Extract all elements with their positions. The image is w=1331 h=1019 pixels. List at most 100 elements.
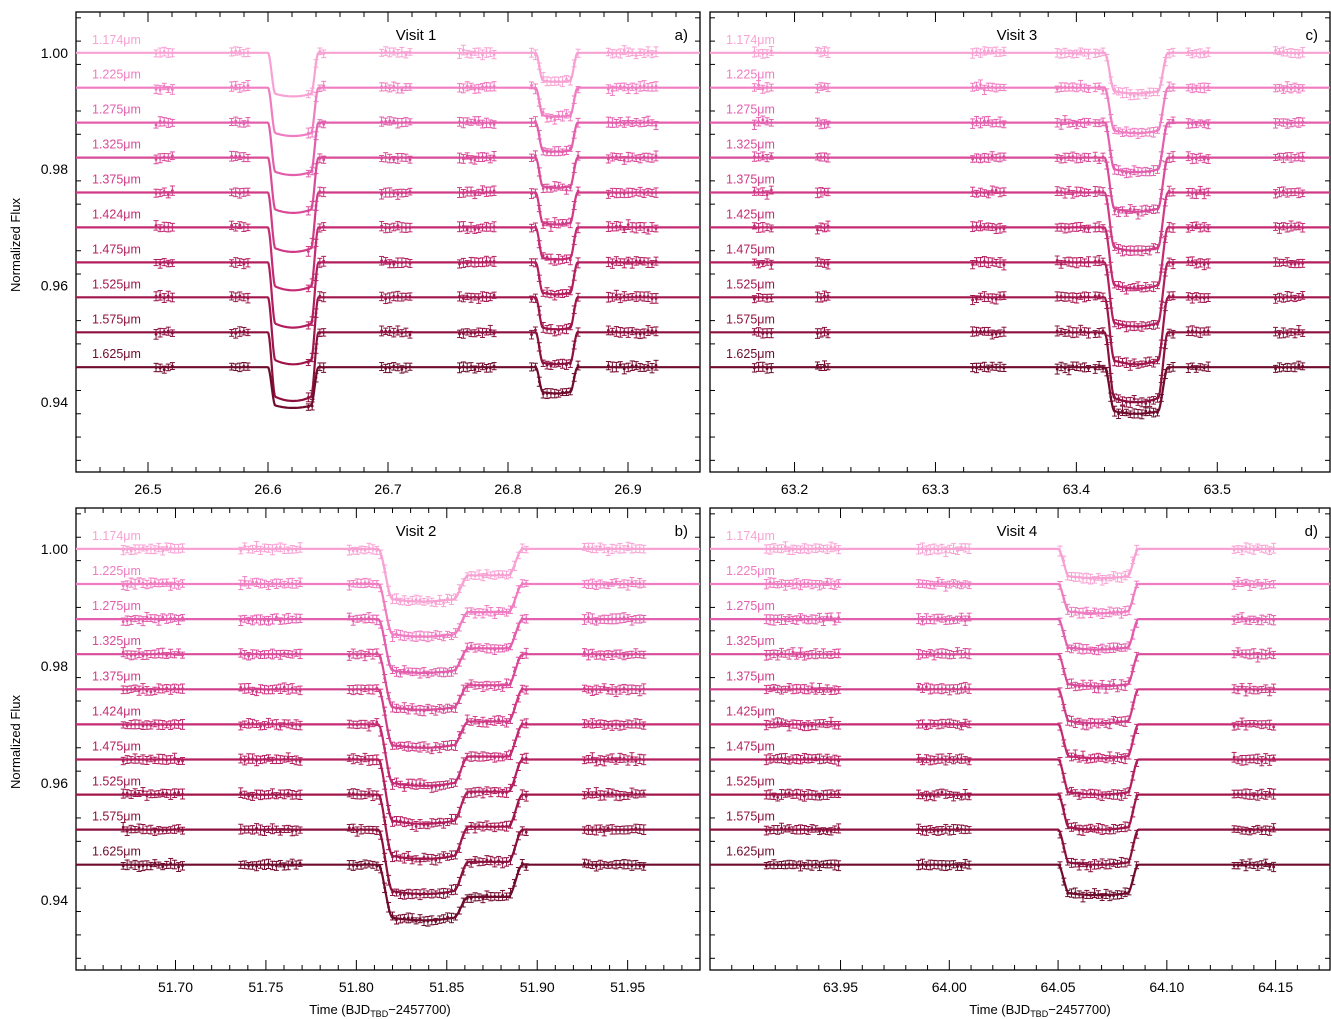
data-point <box>826 156 830 160</box>
data-point <box>384 367 388 370</box>
data-point <box>1121 131 1124 135</box>
data-point <box>1121 91 1124 95</box>
data-point <box>1128 286 1132 290</box>
data-point <box>642 332 646 335</box>
data-point <box>1202 157 1206 161</box>
data-point <box>565 363 568 367</box>
data-point <box>1117 89 1120 93</box>
data-point <box>565 327 568 331</box>
data-point <box>492 154 496 158</box>
data-point <box>819 296 823 300</box>
data-point <box>488 85 492 89</box>
data-point <box>1121 323 1124 326</box>
data-point <box>1194 87 1198 90</box>
data-point <box>396 192 400 196</box>
data-point <box>1285 51 1289 55</box>
data-point <box>1093 155 1097 159</box>
data-point <box>646 261 650 265</box>
data-point <box>752 86 756 89</box>
data-point <box>626 191 630 195</box>
data-point <box>557 149 561 153</box>
data-point <box>826 294 830 298</box>
data-point <box>557 79 561 83</box>
data-point <box>408 120 412 124</box>
data-point <box>404 120 408 124</box>
data-point <box>982 329 986 333</box>
data-point <box>1159 342 1163 346</box>
data-point <box>537 345 541 349</box>
data-point <box>384 191 388 195</box>
data-point <box>404 85 408 89</box>
data-point <box>541 392 545 396</box>
data-point <box>166 193 170 197</box>
data-point <box>1079 121 1083 125</box>
model-curve <box>76 191 700 253</box>
data-point <box>1132 208 1136 212</box>
data-point <box>541 291 545 295</box>
data-point <box>461 332 465 336</box>
data-point <box>537 207 541 210</box>
data-point <box>561 114 564 118</box>
data-point <box>1105 268 1109 272</box>
data-point <box>242 122 246 126</box>
data-point <box>642 226 646 230</box>
data-point <box>1202 192 1206 196</box>
wavelength-label: 1.575μm <box>726 312 775 326</box>
data-point <box>469 225 473 229</box>
data-point <box>162 85 166 88</box>
data-point <box>654 84 658 88</box>
data-point <box>823 364 826 368</box>
data-point <box>322 84 326 88</box>
data-point <box>816 120 819 124</box>
data-point <box>310 130 314 134</box>
data-point <box>823 330 826 334</box>
data-point <box>1140 209 1144 213</box>
data-point <box>230 223 234 227</box>
model-curve <box>710 226 1330 290</box>
data-point <box>1101 226 1105 230</box>
data-point <box>975 84 978 88</box>
model-curve <box>710 51 1330 95</box>
data-point <box>230 85 234 88</box>
x-axis-label-tail: −2457700) <box>388 1002 451 1017</box>
data-point <box>610 52 614 56</box>
data-point <box>1171 294 1175 298</box>
data-point <box>1083 365 1086 369</box>
data-point <box>158 156 162 160</box>
data-point <box>1148 130 1152 134</box>
data-point <box>1097 158 1101 162</box>
data-point <box>1144 248 1148 252</box>
data-point <box>1055 329 1059 333</box>
data-point <box>982 49 986 53</box>
data-point <box>230 154 234 158</box>
data-point <box>392 84 396 88</box>
model-curve <box>76 261 700 329</box>
data-point <box>461 191 465 195</box>
data-point <box>1198 226 1202 230</box>
data-point <box>170 364 174 368</box>
data-point <box>622 228 626 231</box>
data-point <box>568 390 572 393</box>
data-point <box>998 191 1002 194</box>
data-point <box>481 188 484 192</box>
data-point <box>537 170 541 174</box>
data-point <box>769 296 773 300</box>
data-point <box>1132 94 1136 98</box>
data-point <box>1148 208 1152 212</box>
data-point <box>380 157 384 160</box>
data-point <box>1063 259 1067 263</box>
data-point <box>1109 338 1113 341</box>
data-point <box>170 121 174 125</box>
data-point <box>1156 323 1159 326</box>
data-point <box>1132 397 1136 401</box>
data-point <box>826 332 830 336</box>
wavelength-label: 1.424μm <box>92 207 141 221</box>
data-point <box>1186 294 1190 298</box>
data-point <box>752 50 756 54</box>
data-point <box>826 86 830 90</box>
data-point <box>610 225 614 229</box>
data-point <box>646 190 650 194</box>
data-point <box>481 260 484 264</box>
data-point <box>994 332 998 336</box>
data-point <box>1293 225 1297 228</box>
